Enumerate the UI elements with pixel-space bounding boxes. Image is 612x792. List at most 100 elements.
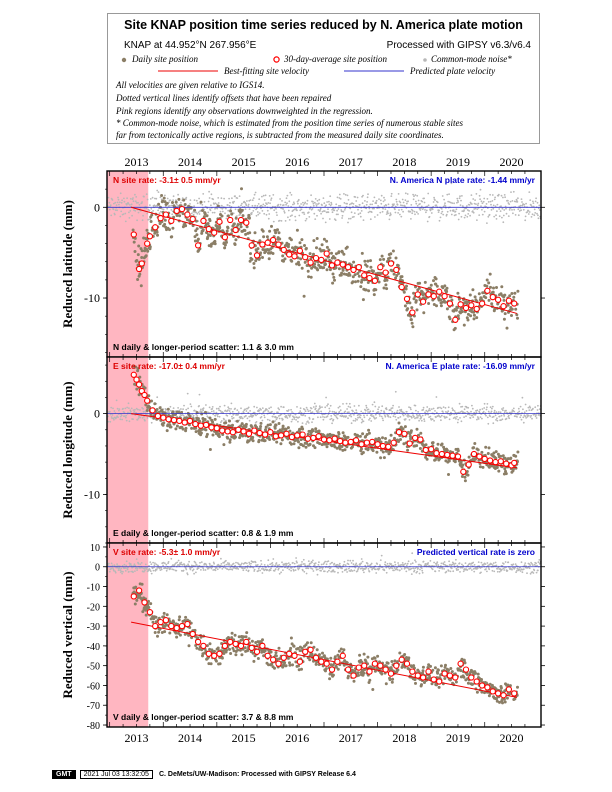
common-mode-point: [275, 562, 278, 564]
common-mode-point: [520, 414, 522, 417]
common-mode-point: [353, 212, 356, 215]
common-mode-point: [483, 407, 486, 409]
common-mode-point: [466, 209, 469, 211]
common-mode-point: [470, 194, 473, 197]
common-mode-point: [177, 193, 180, 196]
common-mode-point: [141, 417, 144, 419]
panel-east: [103, 356, 545, 544]
common-mode-point: [211, 408, 214, 410]
common-mode-point: [417, 411, 419, 413]
common-mode-point: [321, 406, 323, 408]
common-mode-point: [308, 216, 311, 218]
common-mode-point: [416, 204, 419, 207]
daily-point: [356, 434, 360, 438]
common-mode-point: [202, 193, 205, 195]
common-mode-point: [350, 562, 353, 564]
daily-point: [516, 450, 520, 454]
common-mode-point: [124, 416, 127, 419]
daily-point: [343, 448, 347, 452]
avg30-point: [253, 252, 261, 259]
avg30-point: [160, 414, 167, 421]
common-mode-point: [165, 569, 168, 572]
common-mode-point: [376, 214, 379, 216]
common-mode-point: [195, 564, 198, 566]
common-mode-point: [457, 568, 460, 571]
common-mode-point: [341, 571, 344, 573]
daily-point: [261, 256, 264, 259]
common-mode-point: [303, 408, 306, 411]
common-mode-point: [535, 197, 537, 200]
daily-point: [244, 422, 248, 426]
site-rate-label: N site rate: -3.1± 0.5 mm/yr: [113, 175, 221, 185]
common-mode-point: [306, 408, 309, 411]
common-mode-point: [436, 201, 439, 204]
daily-point: [488, 272, 492, 276]
common-mode-point: [486, 198, 489, 200]
common-mode-point: [480, 561, 483, 564]
daily-point: [369, 259, 372, 263]
daily-point: [268, 423, 272, 427]
common-mode-point: [155, 197, 158, 200]
common-mode-point: [368, 207, 371, 210]
common-mode-point: [336, 417, 339, 420]
common-mode-point: [228, 204, 231, 207]
common-mode-point: [318, 198, 321, 201]
avg30-point: [186, 417, 194, 425]
common-mode-point: [426, 406, 429, 408]
common-mode-point: [436, 561, 439, 564]
avg30-point: [259, 241, 266, 248]
common-mode-point: [359, 212, 362, 215]
daily-point: [306, 432, 310, 436]
daily-point: [271, 252, 275, 255]
common-mode-point: [250, 213, 253, 216]
daily-point: [234, 216, 238, 220]
daily-point: [277, 231, 281, 235]
common-mode-point: [332, 418, 335, 421]
daily-point: [324, 262, 327, 266]
common-mode-point: [459, 195, 461, 198]
common-mode-point: [428, 215, 431, 218]
common-mode-point: [332, 207, 335, 210]
daily-point: [425, 457, 429, 461]
daily-point: [163, 200, 167, 204]
common-mode-point: [127, 411, 129, 414]
daily-point: [196, 237, 200, 241]
avg30-point: [197, 422, 204, 429]
common-mode-point: [225, 207, 227, 210]
common-mode-point: [232, 417, 235, 419]
common-mode-point: [192, 213, 195, 216]
daily-point: [174, 427, 178, 431]
common-mode-point: [244, 408, 247, 411]
y-axis-label: Reduced latitude (mm): [60, 200, 75, 328]
common-mode-point: [511, 200, 514, 202]
daily-point: [186, 218, 189, 222]
common-mode-point: [460, 199, 462, 202]
common-mode-point: [337, 406, 340, 409]
avg30-point: [130, 231, 137, 238]
common-mode-point: [505, 207, 507, 210]
daily-point: [478, 465, 482, 469]
common-mode-point: [127, 202, 130, 205]
daily-point: [473, 442, 477, 445]
common-mode-point: [141, 201, 144, 203]
common-mode-point: [144, 563, 147, 566]
common-mode-point: [323, 416, 326, 419]
avg30-point: [245, 430, 253, 437]
daily-point: [135, 387, 139, 391]
common-mode-point: [337, 571, 339, 574]
common-mode-point: [444, 407, 447, 409]
daily-point: [325, 445, 329, 449]
common-mode-point: [471, 203, 473, 205]
common-mode-point: [270, 199, 272, 201]
common-mode-point: [426, 220, 429, 223]
avg30-point: [168, 217, 175, 225]
common-mode-point: [355, 562, 358, 565]
common-mode-point: [390, 192, 393, 195]
common-mode-point: [411, 212, 414, 215]
common-mode-point: [503, 209, 506, 211]
avg30-point: [320, 436, 328, 443]
daily-point: [300, 238, 304, 242]
daily-point: [485, 278, 489, 282]
common-mode-point: [515, 571, 517, 574]
common-mode-point: [170, 557, 173, 560]
